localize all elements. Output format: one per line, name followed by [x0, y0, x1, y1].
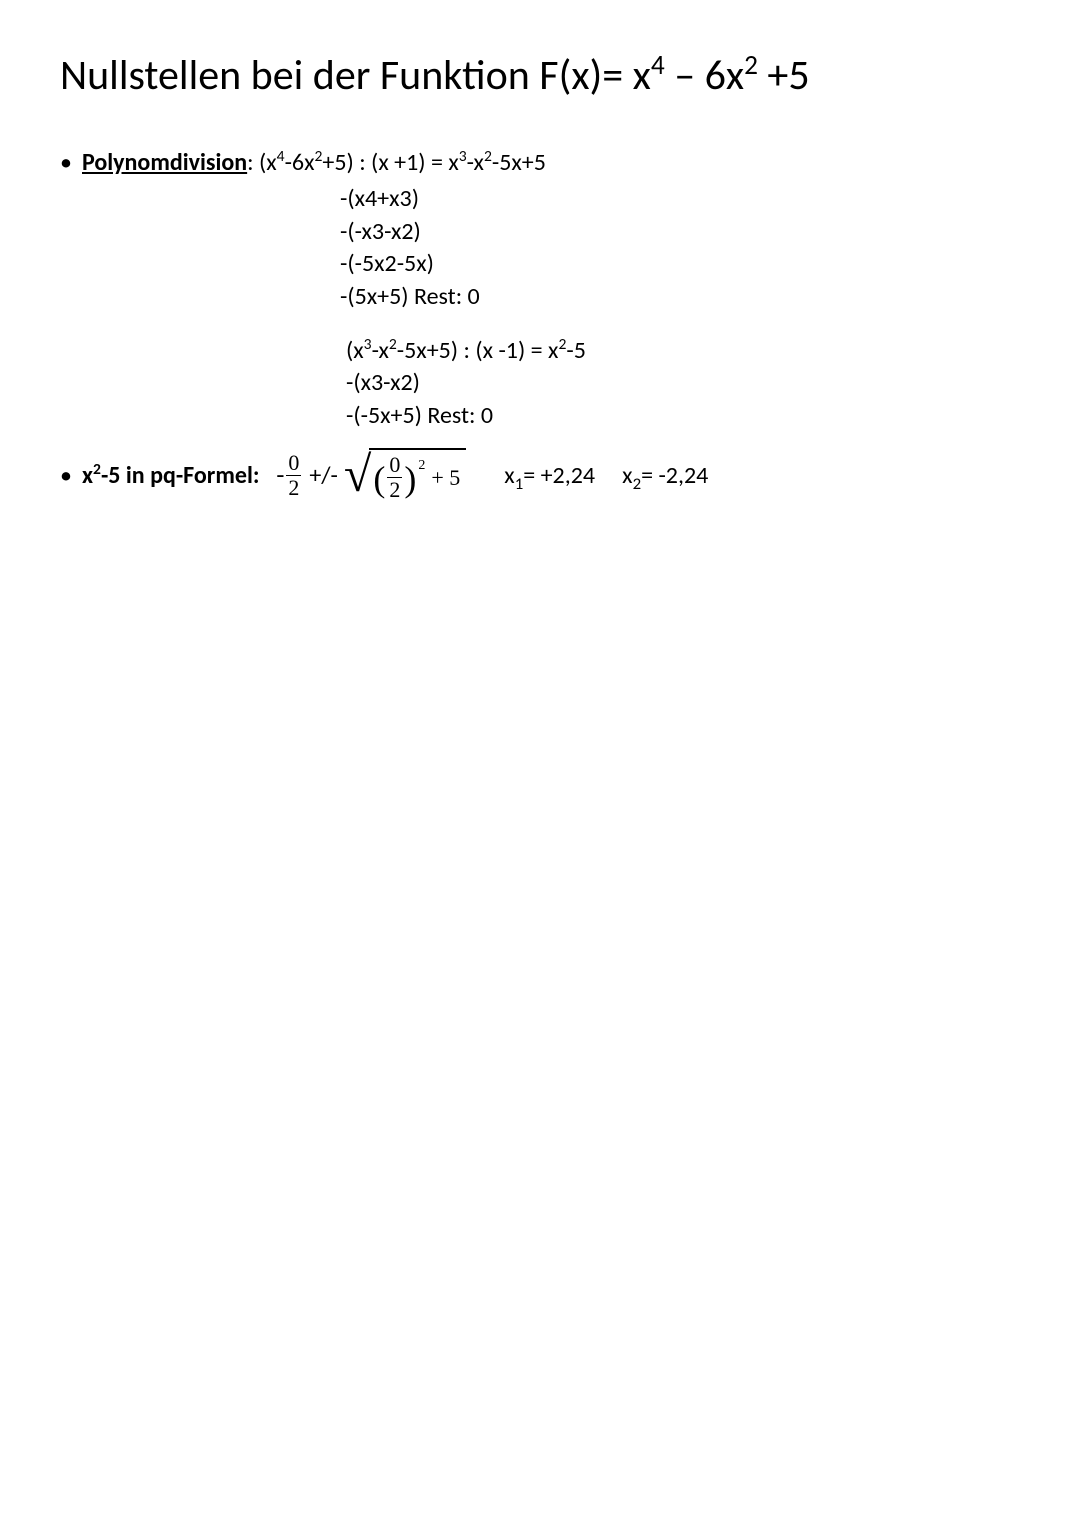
eq1-d-sup: 2: [484, 147, 492, 166]
eq2-c: -5x+5) : (x -1) = x: [397, 336, 559, 365]
x2-val: = -2,24: [641, 461, 708, 490]
paren-close: ): [404, 465, 416, 494]
division-steps-1: -(x4+x3) -(-x3-x2) -(-5x2-5x) -(5x+5) Re…: [340, 183, 1020, 313]
spacer: [60, 313, 1020, 335]
section-pq-formel: • x2-5 in pq-Formel: - 0 2 +/- √ ( 0 2 )…: [60, 448, 1020, 503]
eq2-b: -x: [372, 336, 389, 365]
x1-label: x: [504, 461, 514, 490]
step-line: -(x4+x3): [340, 183, 1020, 215]
eq2-line: (x3-x2-5x+5) : (x -1) = x2-5: [346, 335, 1020, 367]
section-content: Polynomdivision: (x4-6x 2 +5) : (x +1) = x…: [82, 147, 546, 179]
fraction-2: 0 2: [387, 454, 402, 501]
eq1-c: +5) : (x +1) = x: [322, 148, 458, 177]
paren-open: (: [373, 465, 385, 494]
radical-icon: √: [344, 452, 371, 507]
pq-label-a-sup: 2: [93, 460, 101, 479]
x2-label: x: [622, 461, 632, 490]
page-title: Nullstellen bei der Funktion F(x)= x4 – …: [60, 50, 1020, 101]
section-label: Polynomdivision: [82, 148, 247, 177]
x1-val: = +2,24: [523, 461, 595, 490]
division-2: (x3-x2-5x+5) : (x -1) = x2-5 -(x3-x2) -(…: [346, 335, 1020, 432]
eq1-a-sup: 4: [277, 147, 285, 166]
step-line: -(-5x2-5x): [340, 248, 1020, 280]
frac2-num: 0: [387, 454, 402, 477]
step-line: -(x3-x2): [346, 367, 1020, 399]
x2-sub: 2: [633, 473, 642, 494]
bullet-icon: •: [60, 461, 82, 490]
eq1-a: : (x: [247, 148, 277, 177]
frac2-den: 2: [387, 477, 402, 501]
title-text-3: +5: [758, 50, 810, 101]
bullet-icon: •: [60, 147, 82, 179]
fraction-1: 0 2: [286, 452, 301, 499]
plus-minus: +/-: [309, 461, 338, 490]
eq2-a: (x: [346, 336, 364, 365]
pq-label-a: x: [82, 461, 93, 490]
eq2-b-sup: 2: [389, 335, 397, 354]
title-text-2: – 6x: [665, 50, 744, 101]
eq2-a-sup: 3: [364, 335, 372, 354]
title-sup-1: 4: [651, 49, 665, 82]
page: Nullstellen bei der Funktion F(x)= x4 – …: [0, 0, 1080, 563]
plus-five: + 5: [431, 465, 460, 491]
frac1-num: 0: [286, 452, 301, 475]
pq-label: x2-5 in pq-Formel:: [82, 461, 259, 490]
eq1-b: -6x: [285, 148, 315, 177]
step-line: -(5x+5) Rest: 0: [340, 281, 1020, 313]
pq-label-b: -5 in pq-Formel:: [101, 461, 260, 490]
x1-sub: 1: [515, 473, 524, 494]
neg-sign: -: [276, 462, 284, 489]
square-root: √ ( 0 2 ) 2 + 5: [344, 448, 466, 503]
eq2-d: -5: [566, 336, 586, 365]
results: x1= +2,24 x2= -2,24: [504, 461, 708, 490]
eq1-e: -5x+5: [492, 148, 546, 177]
exponent: 2: [418, 458, 425, 474]
radicand: ( 0 2 ) 2 + 5: [369, 448, 466, 503]
section-polynomdivision: • Polynomdivision: (x4-6x 2 +5) : (x +1) =…: [60, 147, 1020, 179]
title-text-1: Nullstellen bei der Funktion F(x)= x: [60, 50, 651, 101]
title-sup-2: 2: [744, 49, 758, 82]
eq1-c-sup: 3: [459, 147, 467, 166]
eq1-d: -x: [467, 148, 484, 177]
step-line: -(-x3-x2): [340, 216, 1020, 248]
step-line: -(-5x+5) Rest: 0: [346, 400, 1020, 432]
frac1-den: 2: [286, 475, 301, 499]
